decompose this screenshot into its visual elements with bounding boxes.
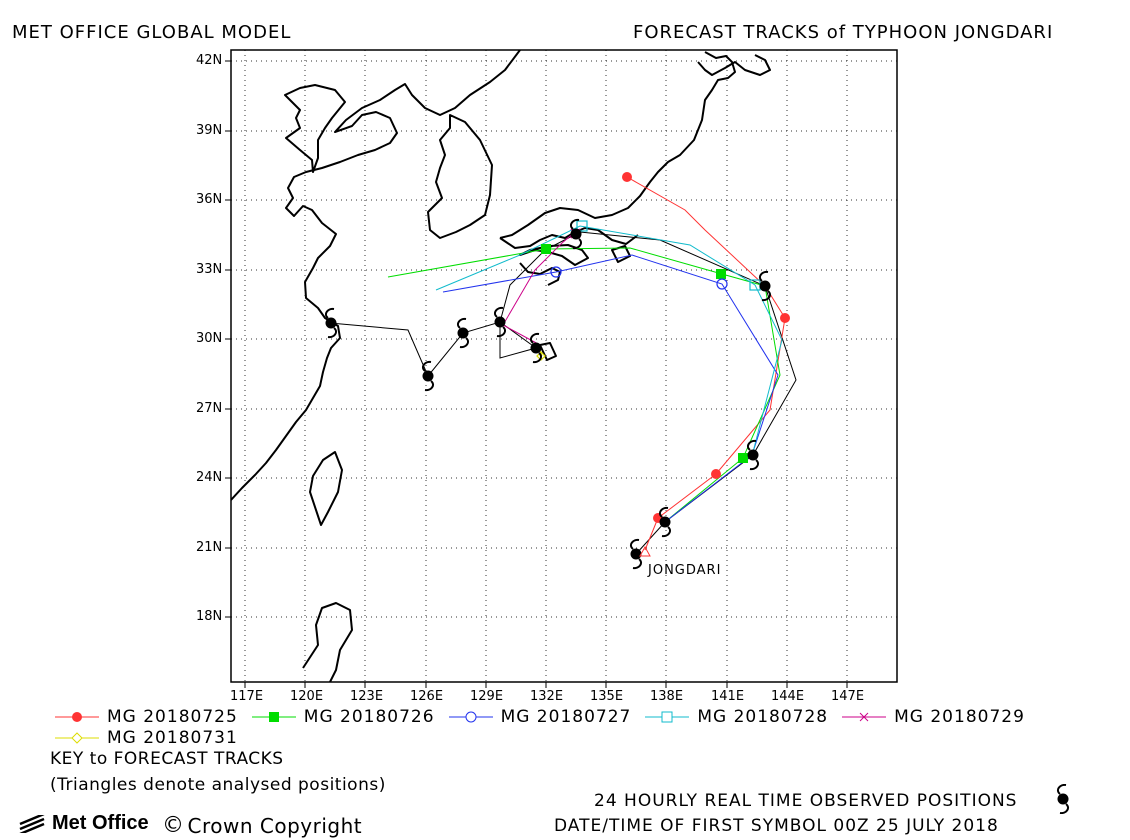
yellow-diamond-line-icon [55, 732, 99, 744]
marker-mg-20180727 [716, 278, 728, 290]
track-mg-20180728 [435, 225, 783, 453]
track-mg-20180727 [442, 254, 779, 523]
map-frame [230, 49, 898, 683]
legend-item-mg-20180726: MG 20180726 [251, 707, 435, 727]
lat-label: 24N [196, 470, 223, 485]
track-mg-20180725 [626, 176, 786, 551]
triangles-note: (Triangles denote analysed positions) [50, 775, 386, 795]
lat-label: 21N [196, 540, 223, 555]
brand-name: Met Office [52, 812, 149, 834]
analysed-triangles [639, 545, 651, 557]
marker-mg-20180731 [536, 351, 546, 361]
marker-mg-20180726 [716, 269, 726, 279]
lat-label: 18N [196, 609, 223, 624]
lat-label: 33N [196, 262, 223, 277]
marker-mg-20180725 [622, 172, 632, 182]
legend-key-title: KEY to FORECAST TRACKS [50, 749, 284, 769]
lat-label: 27N [196, 401, 223, 416]
legend-item-mg-20180727: MG 20180727 [448, 707, 632, 727]
lon-label: 141E [711, 689, 745, 704]
lat-label: 36N [196, 192, 223, 207]
marker-mg-20180726 [738, 453, 748, 463]
met-office-logo-icon [19, 814, 45, 833]
legend-item-mg-20180729: MG 20180729 [842, 707, 1025, 727]
observed-track [329, 231, 797, 555]
green-square-line-icon [251, 712, 296, 722]
lat-label: 42N [196, 53, 223, 68]
legend-label: MG 20180731 [107, 728, 238, 748]
lon-label: 147E [831, 689, 865, 704]
coastlines [231, 50, 771, 682]
track-mg-20180729 [502, 231, 576, 346]
lat-label: 30N [196, 331, 223, 346]
storm-name-label: JONGDARI [648, 563, 722, 578]
magenta-cross-line-icon [842, 712, 887, 722]
lon-label: 129E [470, 689, 504, 704]
chart-title: FORECAST TRACKS of TYPHOON JONGDARI [633, 22, 1054, 43]
graticule [231, 50, 897, 682]
legend: MG 20180725 MG 20180726 MG 20180727 MG 2… [55, 707, 1039, 727]
legend-label: MG 20180725 [107, 707, 238, 727]
forecast-markers [536, 172, 790, 523]
marker-mg-20180727 [550, 266, 562, 278]
legend-row-2: MG 20180731 [55, 728, 252, 748]
first-symbol-datetime: DATE/TIME OF FIRST SYMBOL 00Z 25 JULY 20… [554, 816, 999, 836]
copyright-text: Crown Copyright [187, 813, 363, 838]
lon-label: 135E [590, 689, 624, 704]
met-office-logo: Met Office [18, 812, 149, 835]
legend-label: MG 20180726 [303, 707, 435, 727]
legend-label: MG 20180727 [500, 707, 632, 727]
copyright-notice: © Crown Copyright [162, 813, 362, 838]
model-title: MET OFFICE GLOBAL MODEL [12, 22, 292, 43]
marker-mg-20180725 [711, 469, 721, 479]
typhoon-symbol-icon [1056, 784, 1070, 814]
cyan-open-square-line-icon [645, 711, 690, 723]
red-circle-line-icon [55, 712, 99, 722]
marker-mg-20180726 [541, 244, 551, 254]
lon-label: 138E [650, 689, 684, 704]
lon-label: 117E [230, 689, 264, 704]
legend-item-mg-20180731: MG 20180731 [55, 728, 238, 748]
legend-item-mg-20180725: MG 20180725 [55, 707, 238, 727]
lat-label: 39N [196, 123, 223, 138]
lon-label: 132E [530, 689, 564, 704]
observed-positions [324, 218, 772, 570]
lon-label: 144E [771, 689, 805, 704]
legend-label: MG 20180729 [894, 707, 1025, 727]
tick-marks [225, 60, 848, 688]
lon-label: 126E [410, 689, 444, 704]
legend-label: MG 20180728 [697, 707, 829, 727]
blue-open-circle-line-icon [448, 711, 493, 723]
observed-positions-note: 24 HOURLY REAL TIME OBSERVED POSITIONS [594, 791, 1018, 811]
lon-label: 120E [290, 689, 324, 704]
copyright-icon: © [162, 813, 185, 838]
marker-mg-20180725 [780, 313, 790, 323]
legend-item-mg-20180728: MG 20180728 [645, 707, 828, 727]
marker-mg-20180728 [576, 220, 588, 232]
lon-label: 123E [350, 689, 384, 704]
